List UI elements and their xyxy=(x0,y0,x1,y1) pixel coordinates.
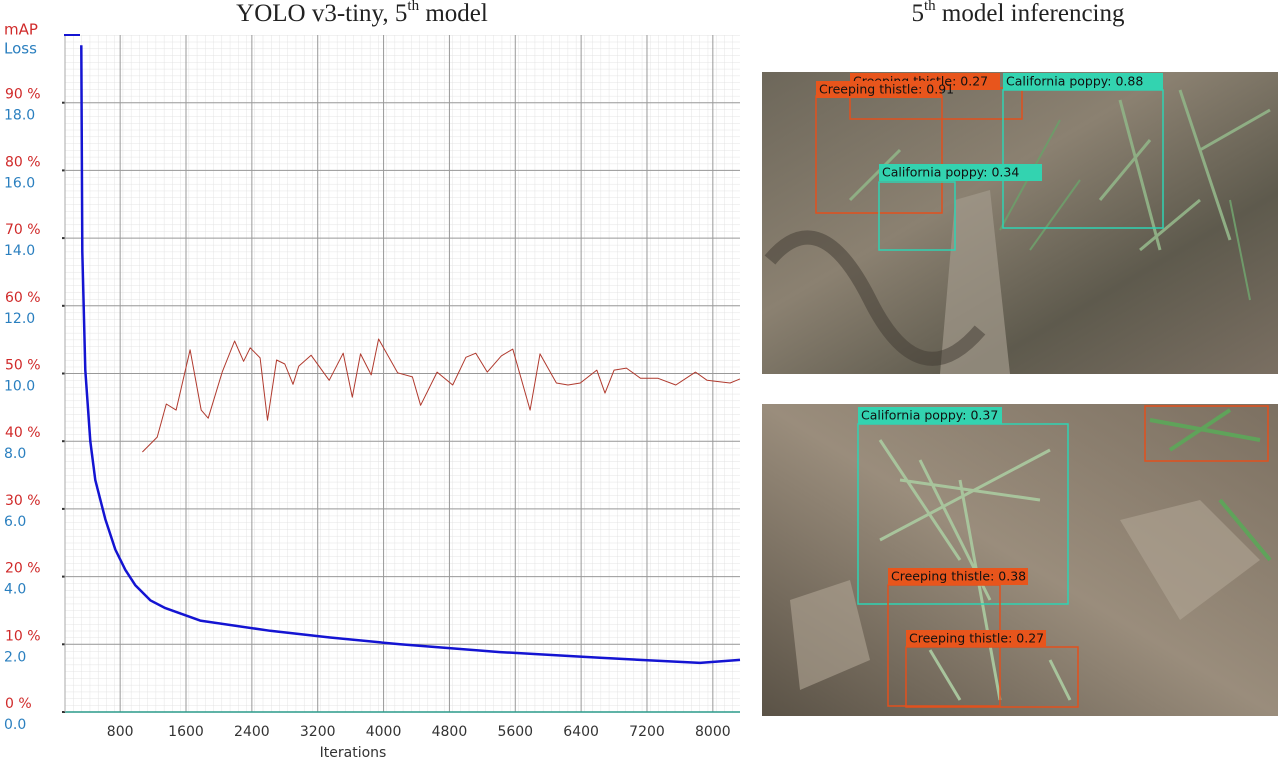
y-tick-label: 0.0 xyxy=(4,717,26,733)
x-tick-label: 5600 xyxy=(497,724,533,740)
x-tick-label: 4000 xyxy=(366,724,402,740)
image-1: Creeping thistle: 0.27 California poppy:… xyxy=(762,72,1278,374)
y2-tick-label: 60 % xyxy=(5,290,41,306)
legend-entry: Loss xyxy=(4,40,37,58)
y-tick-label: 18.0 xyxy=(4,108,35,124)
y-tick-label: 12.0 xyxy=(4,311,35,327)
x-tick-label: 800 xyxy=(107,724,134,740)
y2-tick-label: 0 % xyxy=(5,696,32,712)
y2-tick-label: 50 % xyxy=(5,358,41,374)
x-tick-label: 3200 xyxy=(300,724,336,740)
detection-label: Creeping thistle: 0.27 xyxy=(909,631,1044,646)
plot: 800 1600 2400 3200 4000 4800 5600 6400 7200 8000 0… xyxy=(4,35,741,740)
detection-label: California poppy: 0.34 xyxy=(882,165,1019,180)
detection-label: Creeping thistle: 0.91 xyxy=(819,82,954,97)
title-sup: th xyxy=(407,0,419,14)
chart-title: YOLO v3-tiny, 5th model xyxy=(236,0,488,27)
y-tick-label: 8.0 xyxy=(4,446,26,462)
title-text: model xyxy=(419,0,488,27)
image-2: California poppy: 0.37 Creeping thistle:… xyxy=(762,404,1278,716)
title-text: YOLO v3-tiny, 5 xyxy=(236,0,407,27)
y2-tick-label: 40 % xyxy=(5,425,41,441)
inference-title: 5th model inferencing xyxy=(912,0,1125,27)
x-tick-label: 2400 xyxy=(234,724,270,740)
x-tick-label: 8000 xyxy=(695,724,731,740)
y2-tick-label: 30 % xyxy=(5,493,41,509)
y-tick-label: 2.0 xyxy=(4,649,26,665)
detection-label: California poppy: 0.88 xyxy=(1006,74,1143,89)
x-tick-label: 7200 xyxy=(629,724,665,740)
detection-label: California poppy: 0.37 xyxy=(861,408,998,423)
detection-label: Creeping thistle: 0.38 xyxy=(891,569,1026,584)
y2-tick-label: 70 % xyxy=(5,222,41,238)
series-line xyxy=(80,45,741,665)
y2-tick-label: 10 % xyxy=(5,628,41,644)
x-tick-label: 6400 xyxy=(563,724,599,740)
x-tick-label: 1600 xyxy=(168,724,204,740)
y-tick-label: 14.0 xyxy=(4,243,35,259)
y-tick-label: 6.0 xyxy=(4,514,26,530)
y-tick-label: 16.0 xyxy=(4,175,35,191)
legend-entry: mAP xyxy=(4,21,38,39)
y2-tick-label: 80 % xyxy=(5,154,41,170)
series-line xyxy=(142,338,741,453)
title-text: 5 xyxy=(912,0,925,27)
photo xyxy=(762,72,1278,374)
title-text: model inferencing xyxy=(936,0,1125,27)
x-tick-label: 4800 xyxy=(432,724,468,740)
x-axis-label: Iterations xyxy=(320,745,387,761)
title-sup: th xyxy=(924,0,936,14)
y-tick-label: 4.0 xyxy=(4,582,26,598)
y2-tick-label: 90 % xyxy=(5,87,41,103)
y2-tick-label: 20 % xyxy=(5,561,41,577)
y-tick-label: 10.0 xyxy=(4,379,35,395)
